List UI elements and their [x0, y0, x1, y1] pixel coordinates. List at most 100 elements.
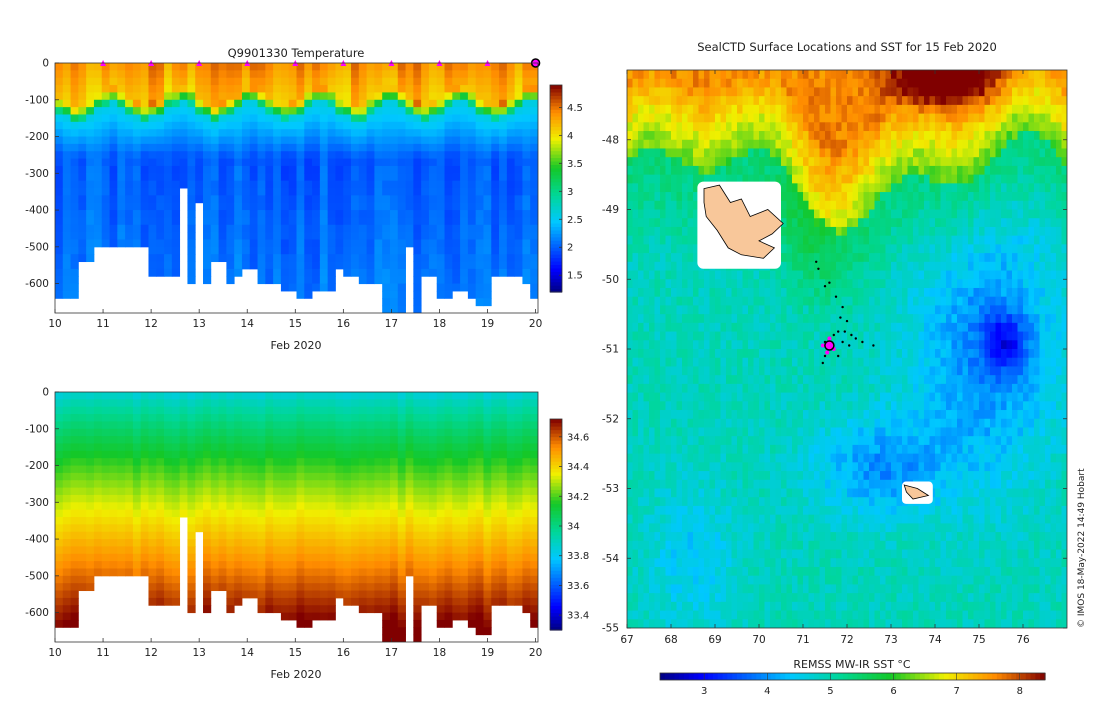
temperature-cell	[483, 225, 491, 233]
salinity-cell	[273, 591, 281, 599]
temperature-cell	[367, 254, 375, 262]
sst-cell	[693, 480, 699, 489]
temperature-cell	[351, 122, 359, 130]
salinity-cell	[187, 414, 195, 422]
salinity-cell	[491, 598, 499, 606]
temperature-cell	[460, 85, 468, 93]
salinity-cell	[445, 466, 453, 474]
salinity-cell	[499, 451, 507, 459]
temperature-cell	[515, 247, 523, 255]
salinity-cell	[219, 421, 227, 429]
temperature-cell	[413, 144, 421, 152]
temperature-cell	[86, 195, 94, 203]
temperature-colorbar-segment	[550, 240, 562, 244]
salinity-cell	[437, 532, 445, 540]
temperature-cell	[320, 284, 328, 292]
sst-cell	[638, 515, 644, 524]
sst-cell	[715, 314, 721, 323]
salinity-cell	[429, 414, 437, 422]
temperature-cell	[234, 247, 242, 255]
temperature-cell	[164, 129, 172, 137]
salinity-cell	[203, 414, 211, 422]
temperature-cell	[382, 291, 390, 299]
salinity-colorbar-segment	[550, 451, 562, 455]
sst-cell	[688, 297, 694, 306]
salinity-cell	[468, 451, 476, 459]
salinity-cell	[515, 399, 523, 407]
sst-cell	[715, 70, 721, 79]
temperature-cell	[483, 203, 491, 211]
temperature-cell	[335, 247, 343, 255]
temperature-cell	[55, 166, 63, 174]
sst-cell	[710, 87, 716, 96]
salinity-cell	[429, 502, 437, 510]
salinity-cell	[63, 436, 71, 444]
salinity-cell	[359, 458, 367, 466]
salinity-cell	[110, 488, 118, 496]
temperature-cell	[445, 225, 453, 233]
salinity-cell	[437, 488, 445, 496]
sst-cell	[660, 140, 666, 149]
salinity-cell	[234, 502, 242, 510]
salinity-cell	[273, 488, 281, 496]
salinity-cell	[522, 466, 530, 474]
salinity-cell	[468, 458, 476, 466]
sst-cell	[655, 157, 661, 166]
temperature-cell	[312, 247, 320, 255]
temperature-cell	[374, 195, 382, 203]
temperature-cell	[367, 276, 375, 284]
salinity-cell	[234, 510, 242, 518]
sst-cell	[682, 480, 688, 489]
salinity-cell	[437, 554, 445, 562]
sst-cell	[682, 140, 688, 149]
temperature-cell	[491, 92, 499, 100]
salinity-cell	[328, 502, 336, 510]
temperature-cell	[413, 247, 421, 255]
salinity-cell	[94, 561, 102, 569]
salinity-cell	[164, 576, 172, 584]
temperature-cell	[297, 181, 305, 189]
sst-cell	[627, 576, 633, 585]
temperature-cell	[219, 85, 227, 93]
salinity-cell	[273, 568, 281, 576]
salinity-cell	[242, 539, 250, 547]
temperature-cell	[499, 70, 507, 78]
salinity-cell	[437, 576, 445, 584]
salinity-colorbar-segment	[550, 430, 562, 434]
salinity-cell	[476, 495, 484, 503]
temperature-cell	[359, 225, 367, 233]
temperature-cell	[320, 85, 328, 93]
temperature-cell	[234, 181, 242, 189]
salinity-cell	[273, 458, 281, 466]
sst-cell	[660, 410, 666, 419]
sst-cell	[644, 401, 650, 410]
sst-cell	[682, 201, 688, 210]
temperature-cell	[491, 70, 499, 78]
temperature-cell	[71, 217, 79, 225]
salinity-cell	[211, 451, 219, 459]
salinity-cell	[234, 539, 242, 547]
temperature-cell	[468, 269, 476, 277]
salinity-cell	[359, 392, 367, 400]
sst-cell	[699, 332, 705, 341]
salinity-cell	[343, 583, 351, 591]
salinity-cell	[421, 561, 429, 569]
temperature-cell	[94, 225, 102, 233]
salinity-cell	[445, 598, 453, 606]
temperature-cell	[63, 239, 71, 247]
salinity-cell	[297, 568, 305, 576]
salinity-cell	[359, 473, 367, 481]
temperature-cell	[78, 239, 86, 247]
salinity-cell	[148, 407, 156, 415]
temperature-cell	[382, 284, 390, 292]
sst-cell	[677, 114, 683, 123]
salinity-cell	[406, 495, 414, 503]
temperature-cell	[281, 217, 289, 225]
sst-cell	[660, 297, 666, 306]
sst-cell	[649, 489, 655, 498]
salinity-cell	[148, 451, 156, 459]
salinity-cell	[110, 466, 118, 474]
salinity-cell	[281, 591, 289, 599]
salinity-cell	[398, 568, 406, 576]
temperature-cell	[460, 247, 468, 255]
